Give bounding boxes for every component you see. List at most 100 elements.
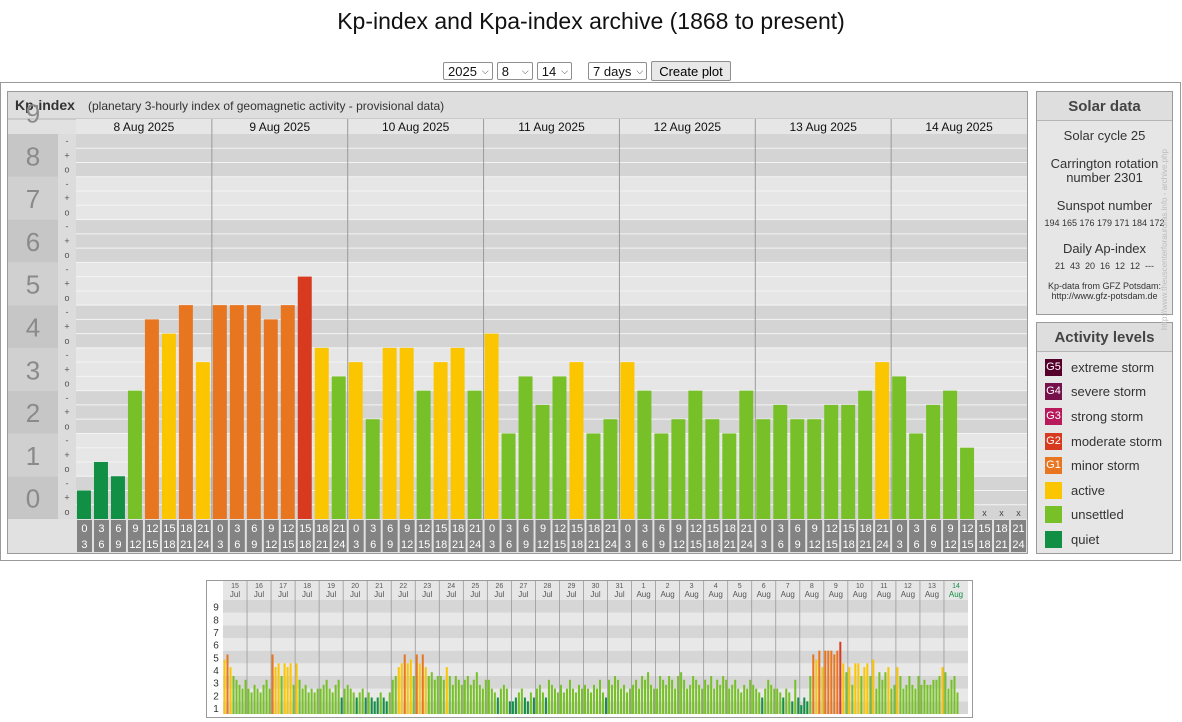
hour-range-end: 15 bbox=[961, 539, 973, 551]
overview-bar bbox=[824, 650, 827, 714]
hour-range-end: 18 bbox=[299, 539, 311, 551]
hour-range-end: 12 bbox=[129, 539, 141, 551]
hour-range-start: 15 bbox=[163, 523, 175, 535]
level-label: minor storm bbox=[1071, 458, 1140, 474]
overview-bar bbox=[854, 663, 857, 714]
y-band bbox=[8, 305, 58, 348]
level-swatch: G1 bbox=[1045, 457, 1062, 475]
overview-bar bbox=[686, 688, 689, 714]
hour-range-start: 9 bbox=[812, 523, 818, 535]
overview-bar bbox=[827, 650, 830, 714]
overview-day-number: 4 bbox=[714, 583, 718, 590]
year-select[interactable]: 2025 ⌵ bbox=[443, 62, 493, 80]
hour-range-end: 6 bbox=[98, 539, 104, 551]
overview-bar bbox=[755, 688, 758, 714]
overview-bar bbox=[223, 659, 226, 714]
hour-range-start: 9 bbox=[540, 523, 546, 535]
hour-range-cell bbox=[484, 520, 500, 552]
hour-range-end: 18 bbox=[843, 539, 855, 551]
hour-range-cell bbox=[603, 520, 619, 552]
overview-bar bbox=[935, 679, 938, 714]
overview-bar bbox=[719, 684, 722, 714]
overview-bar bbox=[406, 663, 409, 714]
plot-controls: 2025 ⌵ 8 ⌵ 14 ⌵ 7 days ⌵ Create plot bbox=[443, 61, 731, 81]
overview-bar bbox=[502, 684, 505, 714]
hour-range-start: 3 bbox=[506, 523, 512, 535]
overview-day-number: 31 bbox=[616, 583, 624, 590]
overview-bar bbox=[334, 684, 337, 714]
overview-bar bbox=[448, 676, 451, 714]
overview-bar bbox=[662, 679, 665, 714]
overview-bar bbox=[767, 679, 770, 714]
overview-bar bbox=[749, 679, 752, 714]
day-label: 8 Aug 2025 bbox=[114, 120, 175, 134]
overview-bar bbox=[632, 684, 635, 714]
y-tick-label: 8 bbox=[26, 141, 40, 171]
overview-bar bbox=[644, 679, 647, 714]
overview-day-number: 18 bbox=[303, 583, 311, 590]
kp-bar bbox=[501, 433, 516, 519]
hour-range-cell bbox=[756, 520, 772, 552]
hour-range-end: 12 bbox=[401, 539, 413, 551]
overview-bar bbox=[433, 679, 436, 714]
overview-month: Jul bbox=[614, 590, 624, 599]
overview-bar bbox=[232, 676, 235, 714]
hour-range-start: 0 bbox=[489, 523, 495, 535]
hour-range-cell bbox=[654, 520, 670, 552]
overview-bar bbox=[881, 679, 884, 714]
kp-bar bbox=[654, 433, 669, 519]
overview-bar bbox=[689, 684, 692, 714]
chart-title: Kp-index bbox=[15, 97, 75, 113]
overview-bar bbox=[493, 692, 496, 714]
hour-range-cell bbox=[705, 520, 721, 552]
overview-bar bbox=[623, 684, 626, 714]
overview-bar bbox=[638, 688, 641, 714]
kp-bar bbox=[841, 404, 856, 519]
overview-bar bbox=[815, 659, 818, 714]
overview-bar bbox=[307, 692, 310, 714]
hour-range-start: 3 bbox=[914, 523, 920, 535]
overview-month: Jul bbox=[422, 590, 432, 599]
level-label: strong storm bbox=[1071, 408, 1144, 424]
y-tick-label: 0 bbox=[26, 484, 40, 514]
kp-bar bbox=[688, 390, 703, 519]
hour-range-cell bbox=[93, 520, 109, 552]
kp-bar bbox=[535, 404, 550, 519]
overview-bar bbox=[394, 676, 397, 714]
hour-range-start: 18 bbox=[316, 523, 328, 535]
minor-tick-label: - bbox=[66, 350, 69, 360]
overview-band bbox=[223, 663, 968, 676]
overview-bar bbox=[647, 672, 650, 714]
y-tick-label: 3 bbox=[26, 355, 40, 385]
overview-bar bbox=[800, 705, 803, 714]
minor-tick-label: o bbox=[64, 336, 69, 346]
activity-level-item: G1 minor storm bbox=[1037, 453, 1172, 478]
activity-level-item: unsettled bbox=[1037, 503, 1172, 528]
overview-bar bbox=[427, 676, 430, 714]
hour-range-cell bbox=[212, 520, 228, 552]
hour-range-end: 15 bbox=[282, 539, 294, 551]
month-select[interactable]: 8 ⌵ bbox=[496, 62, 533, 80]
hour-range-start: 0 bbox=[897, 523, 903, 535]
overview-month: Jul bbox=[566, 590, 576, 599]
range-select[interactable]: 7 days ⌵ bbox=[588, 62, 648, 80]
overview-band bbox=[223, 701, 968, 714]
overview-band bbox=[223, 650, 968, 664]
day-header-bg bbox=[755, 119, 892, 134]
overview-bar bbox=[845, 672, 848, 714]
overview-bar bbox=[589, 692, 592, 714]
kp-bar bbox=[960, 447, 975, 519]
overview-bar bbox=[268, 688, 271, 714]
overview-bar bbox=[809, 676, 812, 714]
overview-bar bbox=[337, 679, 340, 714]
overview-bar bbox=[412, 676, 415, 714]
kp-bar bbox=[178, 305, 193, 519]
create-plot-button[interactable]: Create plot bbox=[651, 61, 731, 81]
gfz-url[interactable]: http://www.gfz-potsdam.de bbox=[1051, 291, 1158, 301]
kp-bar bbox=[229, 305, 244, 519]
overview-month: Aug bbox=[636, 590, 650, 599]
overview-bar bbox=[466, 676, 469, 714]
day-select[interactable]: 14 ⌵ bbox=[536, 62, 573, 80]
overview-y-tick: 1 bbox=[213, 704, 219, 715]
overview-bar bbox=[283, 663, 286, 714]
